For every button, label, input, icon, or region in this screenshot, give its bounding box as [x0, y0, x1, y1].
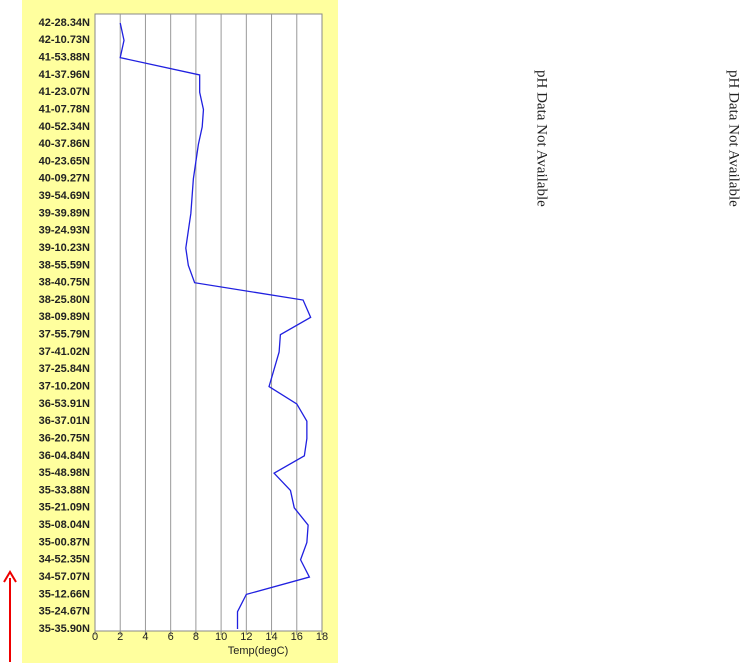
- y-tick-label: 40-23.65N: [39, 155, 90, 167]
- y-tick-label: 42-28.34N: [39, 17, 90, 29]
- plot-area: [94, 13, 323, 632]
- y-tick-label: 35-48.98N: [39, 467, 90, 479]
- y-tick-label: 41-37.96N: [39, 69, 90, 81]
- data-line: [119, 22, 312, 629]
- y-tick-label: 36-04.84N: [39, 450, 90, 462]
- y-tick-label: 37-10.20N: [39, 381, 90, 393]
- arrow-head: [3, 570, 17, 583]
- x-tick-label: 10: [215, 631, 227, 643]
- y-tick-label: 35-24.67N: [39, 606, 90, 618]
- y-tick-label: 39-10.23N: [39, 242, 90, 254]
- y-tick-label: 39-24.93N: [39, 225, 90, 237]
- x-axis-label: Temp(degC): [228, 645, 289, 657]
- y-tick-label: 35-35.90N: [39, 623, 90, 635]
- y-tick-label: 40-37.86N: [39, 138, 90, 150]
- y-tick-label: 37-41.02N: [39, 346, 90, 358]
- y-tick-label: 36-37.01N: [39, 415, 90, 427]
- y-tick-label: 41-53.88N: [39, 52, 90, 64]
- note: pH Data Not Available: [726, 70, 742, 207]
- x-tick-label: 14: [265, 631, 277, 643]
- x-tick-label: 18: [316, 631, 328, 643]
- y-tick-label: 34-57.07N: [39, 571, 90, 583]
- x-tick-label: 2: [117, 631, 123, 643]
- y-tick-label: 36-20.75N: [39, 432, 90, 444]
- y-tick-label: 35-00.87N: [39, 536, 90, 548]
- x-tick-label: 6: [168, 631, 174, 643]
- x-tick-label: 12: [240, 631, 252, 643]
- y-tick-label: 35-33.88N: [39, 484, 90, 496]
- x-tick-label: 4: [142, 631, 148, 643]
- x-tick-label: 16: [291, 631, 303, 643]
- y-tick-label: 37-25.84N: [39, 363, 90, 375]
- note: pH Data Not Available: [534, 70, 550, 207]
- y-tick-label: 38-55.59N: [39, 259, 90, 271]
- y-tick-label: 35-12.66N: [39, 588, 90, 600]
- y-tick-label: 35-08.04N: [39, 519, 90, 531]
- y-tick-label: 37-55.79N: [39, 329, 90, 341]
- y-tick-label: 38-09.89N: [39, 311, 90, 323]
- y-tick-label: 35-21.09N: [39, 502, 90, 514]
- y-tick-label: 41-23.07N: [39, 86, 90, 98]
- y-tick-label: 38-40.75N: [39, 277, 90, 289]
- x-tick-label: 0: [92, 631, 98, 643]
- y-tick-label: 40-09.27N: [39, 173, 90, 185]
- y-tick-label: 39-54.69N: [39, 190, 90, 202]
- y-tick-label: 39-39.89N: [39, 207, 90, 219]
- y-tick-label: 42-10.73N: [39, 34, 90, 46]
- y-tick-label: 38-25.80N: [39, 294, 90, 306]
- x-tick-label: 8: [193, 631, 199, 643]
- y-tick-label: 40-52.34N: [39, 121, 90, 133]
- y-tick-label: 36-53.91N: [39, 398, 90, 410]
- y-tick-label: 34-52.35N: [39, 554, 90, 566]
- y-tick-label: 41-07.78N: [39, 103, 90, 115]
